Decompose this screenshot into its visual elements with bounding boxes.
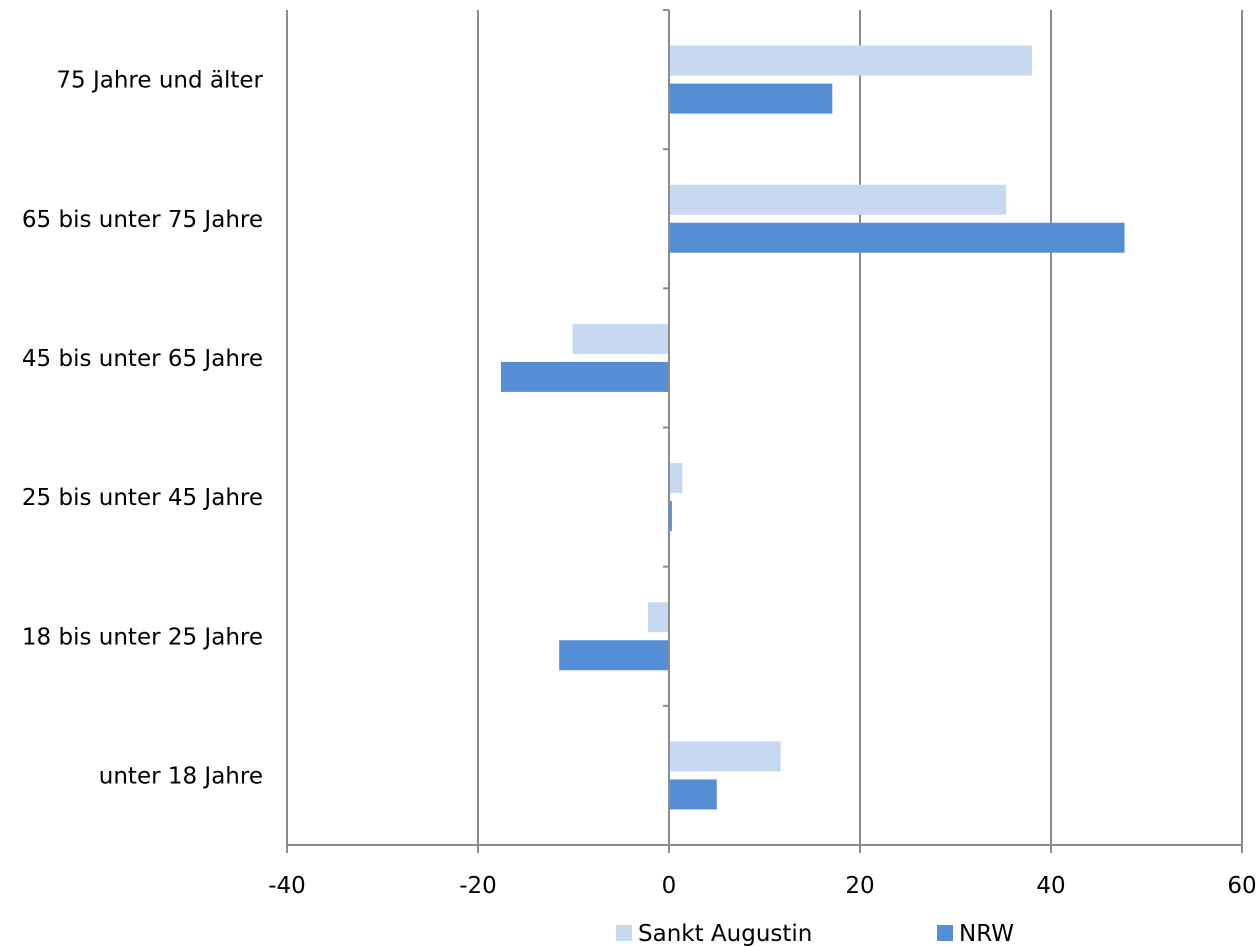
- bar-sankt-augustin-4: [647, 602, 669, 633]
- bar-nrw-3: [669, 501, 672, 532]
- x-tick-label: 0: [662, 873, 677, 899]
- x-tick-label: -40: [268, 873, 306, 899]
- bar-sankt-augustin-1: [669, 184, 1007, 215]
- x-tick-label: -20: [459, 873, 497, 899]
- bar-nrw-1: [669, 222, 1125, 253]
- bar-nrw-2: [500, 361, 669, 392]
- bar-nrw-0: [669, 83, 833, 114]
- legend: Sankt Augustin NRW: [616, 921, 1014, 947]
- category-label: 65 bis unter 75 Jahre: [22, 207, 263, 233]
- category-label: 45 bis unter 65 Jahre: [22, 346, 263, 372]
- x-tick-label: 20: [845, 873, 874, 899]
- category-label: unter 18 Jahre: [99, 763, 263, 789]
- labels: -40 -20 0 20 40 60 75 Jahre und älter 65 bis un…: [22, 68, 1257, 899]
- bar-nrw-5: [669, 779, 717, 810]
- gridlines: [286, 10, 1243, 845]
- bar-sankt-augustin-3: [669, 463, 683, 494]
- category-label: 75 Jahre und älter: [56, 68, 263, 94]
- category-label: 18 bis unter 25 Jahre: [22, 624, 263, 650]
- legend-swatch-sankt-augustin: [616, 925, 632, 941]
- x-tick-label: 60: [1227, 873, 1256, 899]
- bar-nrw-4: [559, 640, 669, 671]
- legend-label-nrw: NRW: [959, 921, 1014, 947]
- axes: [286, 9, 1243, 853]
- legend-label-sankt-augustin: Sankt Augustin: [638, 921, 812, 947]
- x-tick-label: 40: [1036, 873, 1065, 899]
- legend-swatch-nrw: [937, 925, 953, 941]
- bars: [500, 45, 1125, 810]
- bar-sankt-augustin-5: [669, 741, 781, 772]
- category-label: 25 bis unter 45 Jahre: [22, 485, 263, 511]
- bar-sankt-augustin-2: [572, 323, 669, 354]
- bar-sankt-augustin-0: [669, 45, 1032, 76]
